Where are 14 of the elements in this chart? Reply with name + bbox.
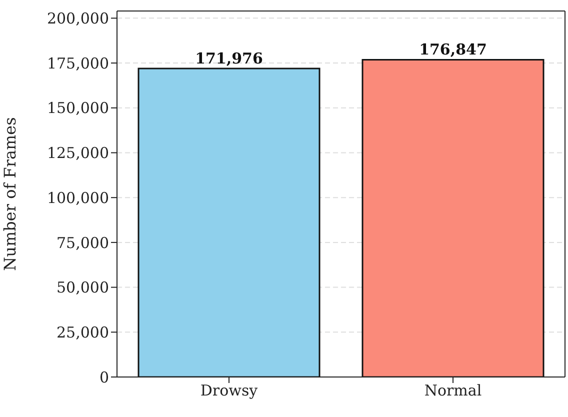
y-tick-label: 200,000 (46, 10, 109, 28)
y-axis-title: Number of Frames (0, 117, 20, 271)
y-tick-label: 175,000 (46, 54, 109, 72)
y-tick-label: 150,000 (46, 99, 109, 118)
data-label: 171,976 (195, 49, 263, 68)
y-tick-label: 75,000 (56, 234, 109, 252)
x-tick-label: Drowsy (200, 382, 258, 400)
data-label: 176,847 (419, 40, 487, 59)
y-tick-label: 125,000 (46, 144, 109, 162)
y-tick-label: 100,000 (46, 188, 109, 207)
y-tick-label: 50,000 (56, 278, 109, 297)
y-tick-label: 25,000 (56, 323, 109, 342)
x-tick-label: Normal (424, 382, 482, 400)
y-tick-label: 0 (99, 368, 109, 386)
